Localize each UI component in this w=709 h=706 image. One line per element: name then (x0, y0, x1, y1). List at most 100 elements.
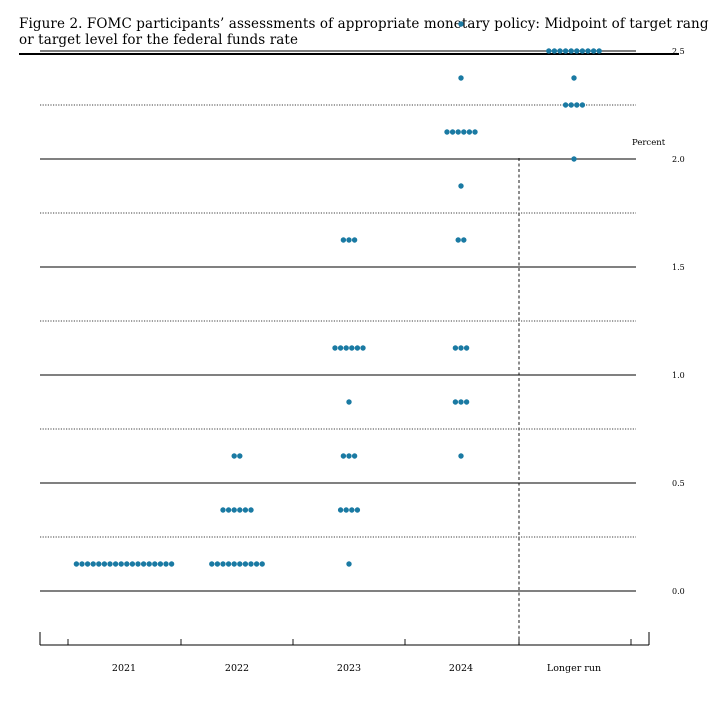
dot-point (458, 345, 464, 351)
dot-point (129, 561, 136, 567)
dot-point (242, 561, 249, 567)
dot-point (101, 561, 108, 567)
dot-point (107, 561, 113, 567)
dot-point (546, 48, 552, 54)
dot-point (579, 102, 586, 108)
axes (39, 158, 650, 646)
dot-point (168, 561, 175, 567)
dot-point (596, 48, 602, 54)
dot-point (360, 345, 366, 351)
dot-point (343, 345, 349, 351)
dot-point (163, 561, 169, 567)
dot-point (571, 156, 577, 162)
dot-point (220, 561, 226, 567)
dot-point (231, 561, 237, 567)
dot-point (349, 345, 355, 351)
dot-point (118, 561, 124, 567)
dot-point (231, 453, 237, 459)
dot-point (354, 507, 361, 513)
dot-point (253, 561, 260, 567)
y-tick-label: 0.5 (672, 479, 685, 488)
dot-point (340, 237, 347, 243)
dot-point (349, 507, 355, 513)
dot-point (135, 561, 141, 567)
dot-point (574, 48, 580, 54)
dot-point (124, 561, 130, 567)
x-category-label: Longer run (547, 663, 601, 674)
dot-point (225, 561, 232, 567)
x-category-label: 2023 (337, 663, 361, 674)
dot-point (466, 129, 473, 135)
x-category-label: 2024 (449, 663, 473, 674)
labels: 0.00.51.01.52.02.53.03.54.0Percent202120… (112, 47, 685, 674)
dot-point (237, 561, 243, 567)
dot-point (146, 561, 152, 567)
dot-point (157, 561, 164, 567)
dot-point (73, 561, 80, 567)
dot-point (332, 345, 338, 351)
dot-point (90, 561, 96, 567)
figure-title-line-1: Figure 2. FOMC participants’ assessments… (19, 16, 709, 32)
dot-point (568, 48, 574, 54)
dot-point (248, 561, 254, 567)
gridlines (40, 50, 636, 592)
dot-point (452, 399, 459, 405)
dot-point (351, 453, 358, 459)
dot-point (568, 102, 574, 108)
dot-point (337, 345, 344, 351)
dot-point (461, 129, 467, 135)
dots (73, 21, 602, 567)
y-tick-label: 1.0 (672, 371, 685, 380)
dot-point (449, 129, 456, 135)
dot-point (209, 561, 215, 567)
dot-point (220, 507, 226, 513)
dot-point (112, 561, 119, 567)
dot-point (463, 399, 470, 405)
y-tick-label: 1.5 (672, 263, 685, 272)
dot-point (455, 237, 461, 243)
dot-point (237, 507, 243, 513)
dot-point (214, 561, 221, 567)
dot-point (590, 48, 597, 54)
dot-point (579, 48, 586, 54)
dot-point (452, 345, 459, 351)
dot-point (96, 561, 102, 567)
y-tick-label: 2.0 (672, 155, 685, 164)
y-tick-label: 0.0 (672, 587, 685, 596)
dot-point (248, 507, 254, 513)
dot-point (463, 345, 470, 351)
x-category-label: 2021 (112, 663, 136, 674)
dot-point (472, 129, 478, 135)
dot-point (571, 75, 577, 81)
dot-point (343, 507, 349, 513)
y-axis-unit-label: Percent (632, 138, 666, 148)
dot-point (340, 453, 347, 459)
dot-point (444, 129, 450, 135)
dot-point (84, 561, 91, 567)
dot-point (346, 453, 352, 459)
dot-point (346, 399, 352, 405)
dot-point (140, 561, 147, 567)
dot-point (458, 183, 464, 189)
dot-point (458, 21, 464, 27)
dot-point (562, 48, 569, 54)
dot-point (574, 102, 580, 108)
dot-point (461, 237, 467, 243)
dot-point (242, 507, 249, 513)
dot-point (551, 48, 558, 54)
dot-point (458, 453, 464, 459)
dot-point (337, 507, 344, 513)
dot-point (79, 561, 85, 567)
dot-point (225, 507, 232, 513)
dot-point (351, 237, 358, 243)
dot-point (231, 507, 237, 513)
dot-point (458, 399, 464, 405)
dot-point (237, 453, 243, 459)
dot-point (557, 48, 563, 54)
dot-point (354, 345, 361, 351)
y-tick-label: 2.5 (672, 47, 685, 56)
dot-point (346, 237, 352, 243)
title-rule (19, 53, 679, 55)
dot-point (455, 129, 461, 135)
